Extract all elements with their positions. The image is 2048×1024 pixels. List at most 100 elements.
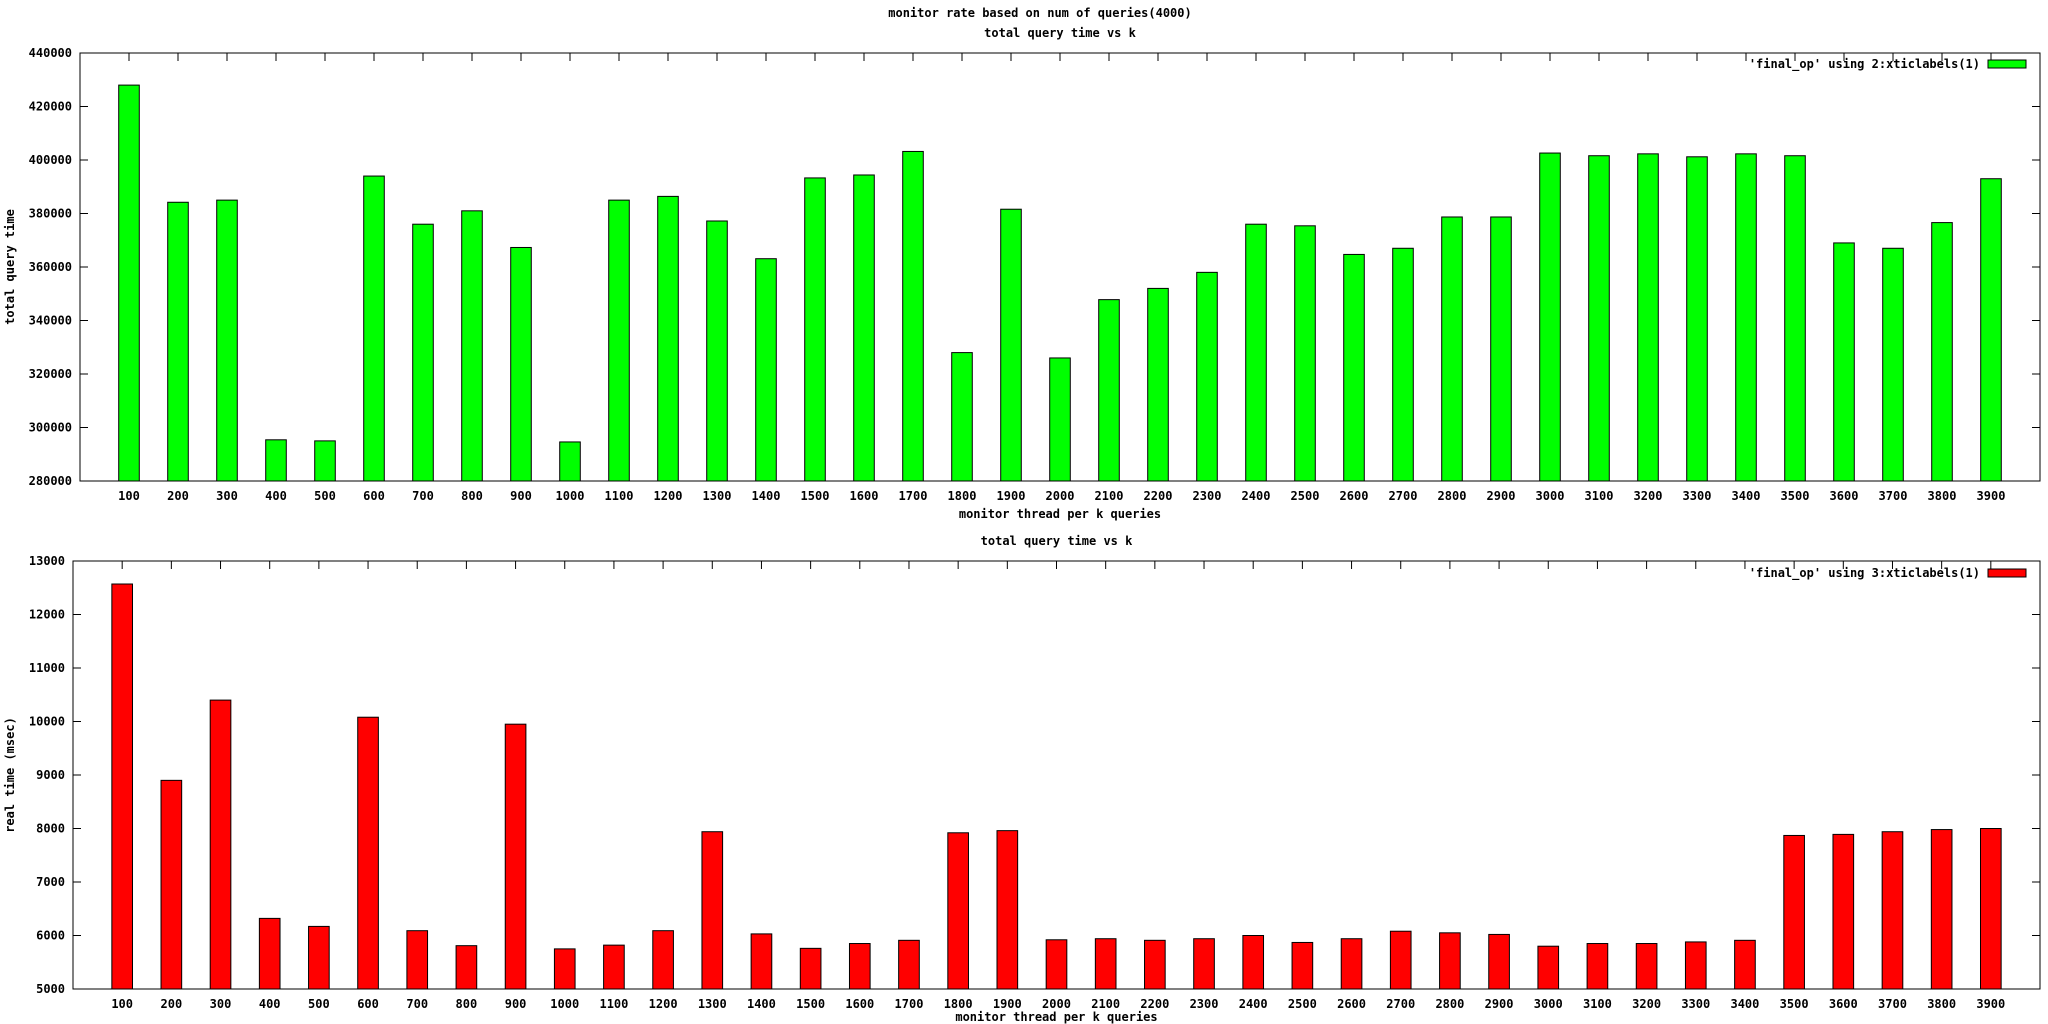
- x-tick-label: 2500: [1291, 489, 1320, 503]
- y-axis-label: real time (msec): [3, 717, 17, 833]
- x-tick-label: 2100: [1091, 997, 1120, 1011]
- x-tick-label: 1000: [556, 489, 585, 503]
- x-tick-label: 2300: [1190, 997, 1219, 1011]
- legend-label: 'final_op' using 3:xticlabels(1): [1749, 566, 1980, 581]
- bar: [1000, 208, 1022, 482]
- bar: [1588, 155, 1610, 482]
- chart-top: total query time vs k 280000 300000 320000 3…: [3, 26, 2041, 521]
- x-tick-label: 200: [161, 997, 183, 1011]
- y-tick-label: 11000: [29, 661, 65, 675]
- x-tick-label: 1500: [801, 489, 830, 503]
- x-tick-label: 3700: [1878, 997, 1907, 1011]
- y-tick-label: 8000: [36, 822, 65, 836]
- x-tick-label: 700: [406, 997, 428, 1011]
- bar: [209, 699, 232, 990]
- bar: [258, 917, 281, 990]
- x-tick-label: 3000: [1534, 997, 1563, 1011]
- bar: [603, 944, 625, 990]
- y-tick-label: 300000: [29, 421, 72, 435]
- y-tick-label: 9000: [36, 768, 65, 782]
- x-tick-label: 1200: [654, 489, 683, 503]
- y-tick-label: 360000: [29, 260, 72, 274]
- chart-bottom: total query time vs k 5000 6000 7000 8000 900…: [3, 534, 2041, 1024]
- legend-label: 'final_op' using 2:xticlabels(1): [1749, 57, 1980, 72]
- y-tick-label: 400000: [29, 153, 72, 167]
- y-tick-label: 10000: [29, 715, 65, 729]
- x-tick-label: 1800: [948, 489, 977, 503]
- bar: [1196, 271, 1218, 482]
- bar: [1635, 943, 1658, 990]
- bar: [652, 930, 674, 990]
- x-tick-label: 2400: [1242, 489, 1271, 503]
- x-tick-label: 3200: [1632, 997, 1661, 1011]
- bar: [1537, 945, 1560, 990]
- bar: [1684, 941, 1707, 990]
- x-tick-label: 3900: [1976, 997, 2005, 1011]
- bar: [996, 830, 1019, 990]
- bar: [853, 174, 875, 482]
- x-axis-label: monitor thread per k queries: [955, 1010, 1157, 1024]
- y-tick-label: 320000: [29, 367, 72, 381]
- x-tick-label: 2200: [1140, 997, 1169, 1011]
- x-tick-label: 3100: [1583, 997, 1612, 1011]
- bar: [706, 220, 728, 482]
- x-tick-label: 500: [308, 997, 330, 1011]
- bar: [265, 439, 287, 482]
- x-tick-label: 3600: [1830, 489, 1859, 503]
- x-tick-label: 2200: [1144, 489, 1173, 503]
- x-tick-label: 2800: [1435, 997, 1464, 1011]
- bar: [1294, 225, 1316, 482]
- x-tick-label: 900: [510, 489, 532, 503]
- x-tick-label: 1100: [605, 489, 634, 503]
- y-tick-label: 420000: [29, 100, 72, 114]
- bar: [951, 352, 973, 482]
- x-tick-label: 600: [363, 489, 385, 503]
- x-tick-label: 600: [357, 997, 379, 1011]
- bar: [608, 199, 630, 482]
- x-tick-label: 300: [210, 997, 232, 1011]
- bar: [216, 199, 238, 482]
- y-tick-label: 340000: [29, 314, 72, 328]
- x-tick-label: 1900: [997, 489, 1026, 503]
- bar: [804, 177, 826, 482]
- x-tick-label: 2800: [1438, 489, 1467, 503]
- x-tick-label: 2700: [1389, 489, 1418, 503]
- y-tick-label: 7000: [36, 875, 65, 889]
- bar: [799, 947, 822, 990]
- x-tick-label: 2600: [1337, 997, 1366, 1011]
- bar: [1340, 938, 1363, 990]
- bar: [314, 440, 336, 482]
- x-tick-label: 3100: [1585, 489, 1614, 503]
- main-title: monitor rate based on num of queries(400…: [888, 6, 1191, 20]
- bar: [363, 175, 385, 482]
- x-tick-label: 3500: [1780, 997, 1809, 1011]
- x-tick-label: 2700: [1386, 997, 1415, 1011]
- x-tick-label: 1600: [850, 489, 879, 503]
- x-tick-label: 3400: [1732, 489, 1761, 503]
- x-tick-label: 1300: [703, 489, 732, 503]
- bar: [1098, 299, 1120, 482]
- bar: [1734, 939, 1756, 990]
- bar: [1147, 287, 1169, 482]
- x-tick-label: 2500: [1288, 997, 1317, 1011]
- x-tick-label: 2000: [1042, 997, 1071, 1011]
- x-tick-label: 2400: [1239, 997, 1268, 1011]
- bar: [848, 943, 871, 990]
- bar: [1735, 153, 1757, 482]
- bar: [1783, 834, 1805, 990]
- bar: [1586, 943, 1609, 990]
- bar: [1931, 222, 1953, 482]
- x-tick-label: 1100: [599, 997, 628, 1011]
- bar: [1245, 223, 1267, 482]
- x-tick-label: 900: [505, 997, 527, 1011]
- x-tick-label: 2900: [1487, 489, 1516, 503]
- bar: [167, 201, 189, 482]
- bar: [455, 945, 478, 990]
- legend-swatch: [1987, 59, 2027, 69]
- bar: [1049, 357, 1071, 482]
- x-tick-label: 2600: [1340, 489, 1369, 503]
- x-tick-label: 1400: [747, 997, 776, 1011]
- bar: [898, 939, 920, 990]
- bar: [701, 831, 724, 990]
